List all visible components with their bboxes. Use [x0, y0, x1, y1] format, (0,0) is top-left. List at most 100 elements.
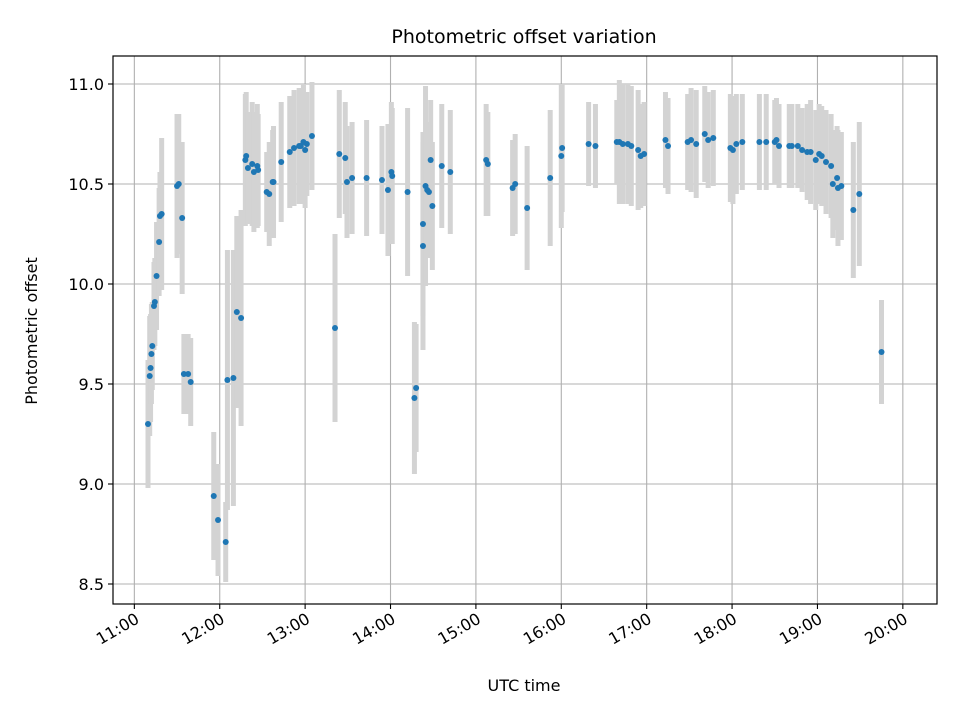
data-point [278, 159, 285, 165]
data-point [818, 153, 825, 159]
data-point [850, 207, 857, 213]
data-point [303, 141, 310, 147]
data-point [404, 189, 411, 195]
data-point [413, 385, 420, 391]
data-point [773, 137, 780, 143]
data-point [635, 147, 642, 153]
data-point [688, 137, 695, 143]
data-point [856, 191, 863, 197]
data-point [233, 309, 240, 315]
data-point [807, 149, 814, 155]
data-point [794, 143, 801, 149]
data-point [238, 315, 245, 321]
data-point [763, 139, 770, 145]
data-point [705, 137, 712, 143]
data-point [180, 371, 187, 377]
data-point [291, 145, 298, 151]
y-axis-label: Photometric offset [22, 257, 41, 405]
y-tick-label: 10.0 [68, 275, 104, 294]
data-point [558, 153, 565, 159]
plot-frame [112, 55, 938, 605]
data-point [447, 169, 454, 175]
data-point [244, 165, 251, 171]
data-point [384, 187, 391, 193]
data-point [151, 299, 158, 305]
data-point [175, 181, 182, 187]
data-point [628, 143, 635, 149]
data-point [363, 175, 370, 181]
y-tick-label: 11.0 [68, 75, 104, 94]
data-point [812, 157, 819, 163]
data-point [156, 239, 163, 245]
data-point [215, 517, 222, 523]
data-point [147, 365, 154, 371]
data-point [834, 175, 841, 181]
x-axis-label: UTC time [488, 676, 561, 695]
data-point [378, 177, 385, 183]
data-point [336, 151, 343, 157]
y-tick-label: 9.5 [79, 375, 104, 394]
data-point [592, 143, 599, 149]
data-point [286, 149, 293, 155]
data-point [349, 175, 356, 181]
data-point [559, 145, 566, 151]
data-point [665, 143, 672, 149]
data-point [829, 181, 836, 187]
data-point [425, 189, 432, 195]
data-point [429, 203, 436, 209]
data-point [342, 155, 349, 161]
data-point [255, 167, 262, 173]
y-tick-label: 8.5 [79, 575, 104, 594]
data-point [693, 141, 700, 147]
data-point [243, 153, 250, 159]
data-point [438, 163, 445, 169]
data-point [585, 141, 592, 147]
data-point [411, 395, 418, 401]
data-point [524, 205, 531, 211]
data-point [153, 273, 160, 279]
y-tick-label: 10.5 [68, 175, 104, 194]
data-point [149, 343, 156, 349]
data-point [158, 211, 165, 217]
data-point [270, 179, 277, 185]
data-point [222, 539, 229, 545]
data-point [148, 351, 155, 357]
data-point [822, 159, 829, 165]
data-point [419, 221, 426, 227]
data-point [878, 349, 885, 355]
data-point [710, 135, 717, 141]
data-point [427, 157, 434, 163]
data-point [788, 143, 795, 149]
data-point [210, 493, 217, 499]
data-point [145, 421, 152, 427]
data-point [756, 139, 763, 145]
data-point [302, 147, 309, 153]
data-point [187, 379, 194, 385]
data-point [484, 161, 491, 167]
data-point [343, 179, 350, 185]
data-point [547, 175, 554, 181]
data-points [145, 131, 885, 545]
data-point [799, 147, 806, 153]
data-point [619, 141, 626, 147]
data-point [266, 191, 273, 197]
data-point [733, 141, 740, 147]
data-point [662, 137, 669, 143]
data-point [828, 163, 835, 169]
data-point [308, 133, 315, 139]
data-point [230, 375, 237, 381]
data-point [224, 377, 231, 383]
data-point [419, 243, 426, 249]
data-point [332, 325, 339, 331]
chart-title: Photometric offset variation [391, 26, 656, 48]
data-point [641, 151, 648, 157]
y-axis-ticks: 8.5 9.0 9.5 10.0 10.5 11.0 [68, 75, 113, 594]
data-point [776, 143, 783, 149]
data-point [389, 173, 396, 179]
data-point [179, 215, 186, 221]
data-point [739, 139, 746, 145]
data-point [185, 371, 192, 377]
data-point [729, 147, 736, 153]
data-point [701, 131, 708, 137]
